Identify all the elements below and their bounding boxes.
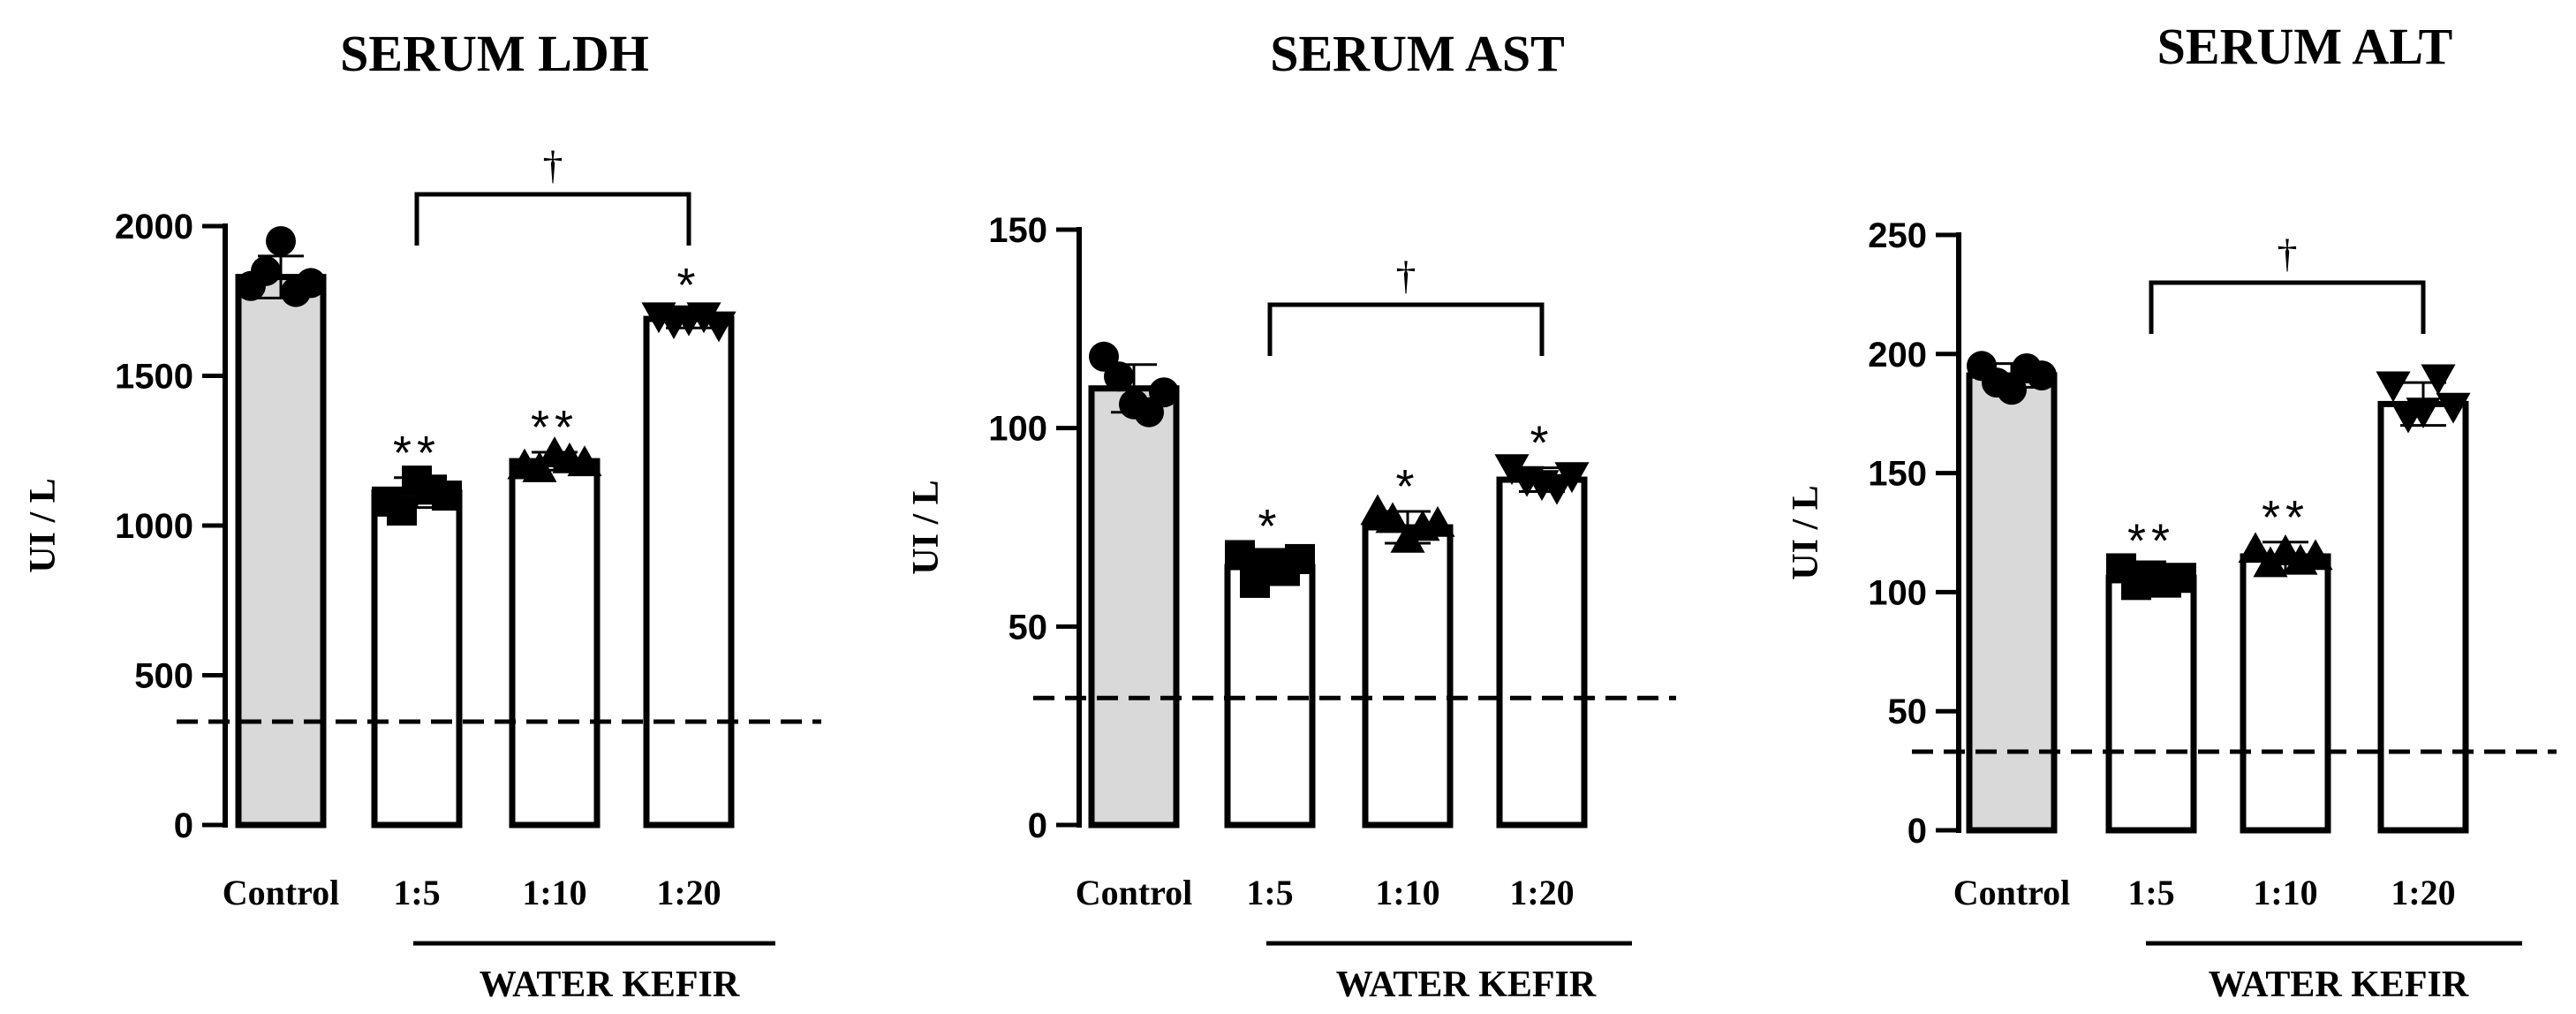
y-tick-label: 150 — [1868, 455, 1927, 494]
data-point — [2421, 364, 2456, 396]
bar-Control — [1966, 372, 2058, 834]
bracket-label: † — [1396, 253, 1416, 298]
data-point — [701, 311, 737, 343]
group-label: WATER KEFIR — [2209, 965, 2469, 1005]
group-label: WATER KEFIR — [1336, 965, 1597, 1005]
y-tick-label: 0 — [1907, 812, 1927, 851]
y-axis-label: UI / L — [23, 478, 64, 572]
data-point — [2238, 532, 2273, 564]
x-tick-label: 1:10 — [2253, 873, 2317, 912]
data-point — [2436, 392, 2471, 424]
comparison-bracket — [2149, 280, 2426, 334]
chart-title: SERUM LDH — [340, 25, 649, 82]
bar-Control — [235, 274, 327, 829]
y-tick-label: 150 — [988, 211, 1047, 250]
data-point — [567, 445, 602, 477]
data-point — [2027, 360, 2057, 391]
chart-panel-3: SERUM ALT UI / L 0 50 100 150 200 250 ** ** † Contr… — [1786, 18, 2557, 1005]
x-tick-label: 1:5 — [1246, 873, 1293, 912]
y-tick-label: 2000 — [115, 208, 193, 246]
data-point — [2376, 371, 2411, 403]
data-point — [1539, 473, 1575, 505]
data-point — [1554, 462, 1590, 494]
bar-1:20 — [2377, 400, 2469, 834]
data-point — [432, 481, 462, 511]
y-tick-label: 250 — [1868, 216, 1927, 255]
significance-label: ** — [531, 401, 578, 454]
x-tick-label: Control — [1076, 873, 1193, 912]
x-tick-label: 1:20 — [656, 873, 721, 912]
y-tick-label: 1500 — [115, 358, 193, 397]
significance-label: * — [1258, 500, 1281, 553]
comparison-bracket — [1267, 302, 1545, 356]
group-label: WATER KEFIR — [480, 965, 740, 1005]
x-tick-label: Control — [1953, 873, 2071, 912]
bar-1:5 — [371, 489, 463, 829]
comparison-bracket — [414, 192, 691, 246]
bracket-label: † — [543, 142, 563, 187]
x-tick-label: 1:10 — [1375, 873, 1439, 912]
x-tick-label: 1:20 — [2391, 873, 2455, 912]
y-axis-label: UI / L — [906, 480, 947, 574]
x-tick-label: 1:10 — [522, 873, 586, 912]
data-point — [1997, 375, 2027, 405]
chart-panel-2: SERUM AST UI / L 0 50 100 150 * * * † Control 1:5 1:… — [906, 25, 1676, 1005]
y-tick-label: 0 — [1028, 806, 1047, 845]
bar-1:20 — [1496, 476, 1588, 829]
y-tick-label: 1000 — [115, 507, 193, 546]
data-point — [2298, 539, 2333, 571]
x-tick-label: 1:5 — [2127, 873, 2174, 912]
data-point — [2166, 563, 2196, 594]
data-point — [1285, 543, 1315, 574]
significance-label: ** — [393, 427, 441, 480]
chart-title: SERUM AST — [1270, 25, 1565, 82]
x-tick-label: 1:5 — [393, 873, 440, 912]
data-point — [296, 268, 326, 299]
y-axis-label: UI / L — [1786, 485, 1826, 579]
chart-title: SERUM ALT — [2157, 18, 2453, 75]
data-point — [1104, 361, 1134, 392]
y-tick-label: 50 — [1888, 692, 1928, 731]
y-tick-label: 50 — [1008, 608, 1048, 647]
x-tick-label: 1:20 — [1509, 873, 1574, 912]
y-tick-label: 100 — [1868, 573, 1927, 612]
data-point — [266, 225, 296, 256]
data-point — [1149, 377, 1179, 408]
bar-1:10 — [2240, 553, 2331, 834]
bar-1:20 — [643, 315, 735, 829]
y-tick-label: 100 — [988, 410, 1047, 449]
x-tick-label: Control — [223, 873, 340, 912]
y-tick-label: 200 — [1868, 336, 1927, 375]
y-tick-label: 0 — [174, 806, 193, 845]
data-point — [387, 496, 417, 526]
data-point — [2406, 397, 2441, 429]
data-point — [1225, 540, 1255, 571]
significance-label: * — [1395, 460, 1419, 513]
data-point — [1375, 502, 1410, 533]
data-point — [686, 302, 721, 334]
significance-label: ** — [2127, 515, 2175, 568]
significance-label: ** — [2262, 491, 2309, 544]
bar-1:5 — [2105, 574, 2197, 834]
significance-label: * — [676, 259, 700, 312]
data-point — [251, 255, 281, 286]
bar-Control — [1088, 385, 1180, 829]
bar-1:10 — [509, 458, 601, 829]
data-point — [1420, 505, 1455, 537]
significance-label: * — [1530, 417, 1553, 470]
bracket-label: † — [2278, 231, 2298, 276]
y-tick-label: 500 — [134, 657, 193, 696]
bar-1:10 — [1362, 524, 1454, 829]
